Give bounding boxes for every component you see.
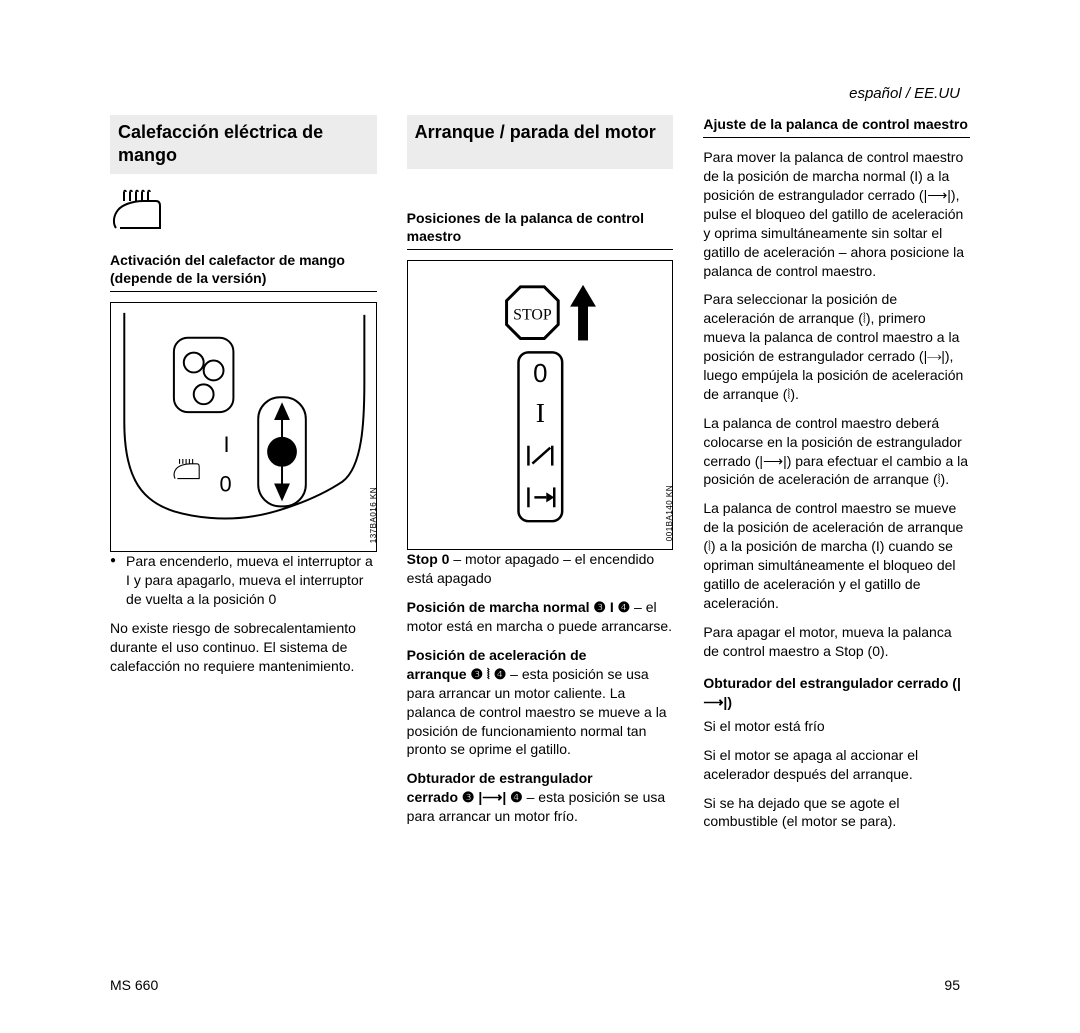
choke-case-2: Si el motor se apaga al accionar el acel… bbox=[703, 746, 970, 784]
choke-case-1: Si el motor está frío bbox=[703, 717, 970, 736]
header-lang: español / EE.UU bbox=[849, 85, 960, 102]
section-title-heating: Calefacción eléctrica de mango bbox=[110, 115, 377, 174]
svg-text:0: 0 bbox=[533, 361, 547, 389]
para-no-overheat: No existe riesgo de sobrecalentamiento d… bbox=[110, 619, 377, 676]
svg-text:0: 0 bbox=[220, 472, 232, 497]
handle-heater-icon bbox=[110, 188, 377, 237]
subheader-activation: Activación del calefactor de mango (depe… bbox=[110, 251, 377, 292]
section-title-startstop: Arranque / parada del motor bbox=[407, 115, 674, 169]
column-2: Arranque / parada del motor Posiciones d… bbox=[407, 115, 674, 841]
manual-page: español / EE.UU Calefacción eléctrica de… bbox=[0, 0, 1080, 1033]
position-normal: Posición de marcha normal ❸ I ❹ – el mot… bbox=[407, 598, 674, 636]
figure-control-lever: STOP 0 I bbox=[407, 260, 674, 550]
para-adjust-4: La palanca de control maestro se mueve d… bbox=[703, 499, 970, 612]
position-start-throttle: Posición de aceleración de arranque ❸ ⦚ … bbox=[407, 646, 674, 759]
subheader-lever-positions: Posiciones de la palanca de control maes… bbox=[407, 209, 674, 250]
position-stop0: Stop 0 – motor apagado – el encendido es… bbox=[407, 550, 674, 588]
svg-text:I: I bbox=[223, 432, 229, 457]
subheader-choke-closed: Obturador del estrangulador cerrado (|⟶|… bbox=[703, 674, 970, 710]
svg-text:STOP: STOP bbox=[513, 307, 552, 324]
position-choke-closed: Obturador de estrangulador cerrado ❸ |⟶|… bbox=[407, 769, 674, 826]
footer: MS 660 95 bbox=[110, 977, 960, 993]
figure-heater-switch: I 0 137BA016 KN bbox=[110, 302, 377, 552]
svg-text:I: I bbox=[535, 398, 544, 429]
column-1: Calefacción eléctrica de mango Activació… bbox=[110, 115, 377, 841]
column-3: Ajuste de la palanca de control maestro … bbox=[703, 115, 970, 841]
para-adjust-3: La palanca de control maestro deberá col… bbox=[703, 414, 970, 490]
footer-page-number: 95 bbox=[944, 977, 960, 993]
figure-code-1: 137BA016 KN bbox=[369, 487, 378, 543]
para-adjust-2: Para seleccionar la posición de acelerac… bbox=[703, 290, 970, 403]
choke-case-3: Si se ha dejado que se agote el combusti… bbox=[703, 794, 970, 832]
subheader-adjust-lever: Ajuste de la palanca de control maestro bbox=[703, 115, 970, 138]
footer-model: MS 660 bbox=[110, 977, 158, 993]
figure-code-2: 001BA140 KN bbox=[665, 485, 674, 541]
bullet-switch-instruction: Para encenderlo, mueva el interruptor a … bbox=[110, 552, 377, 609]
para-adjust-5: Para apagar el motor, mueva la palanca d… bbox=[703, 623, 970, 661]
columns: Calefacción eléctrica de mango Activació… bbox=[110, 115, 970, 841]
para-adjust-1: Para mover la palanca de control maestro… bbox=[703, 148, 970, 280]
